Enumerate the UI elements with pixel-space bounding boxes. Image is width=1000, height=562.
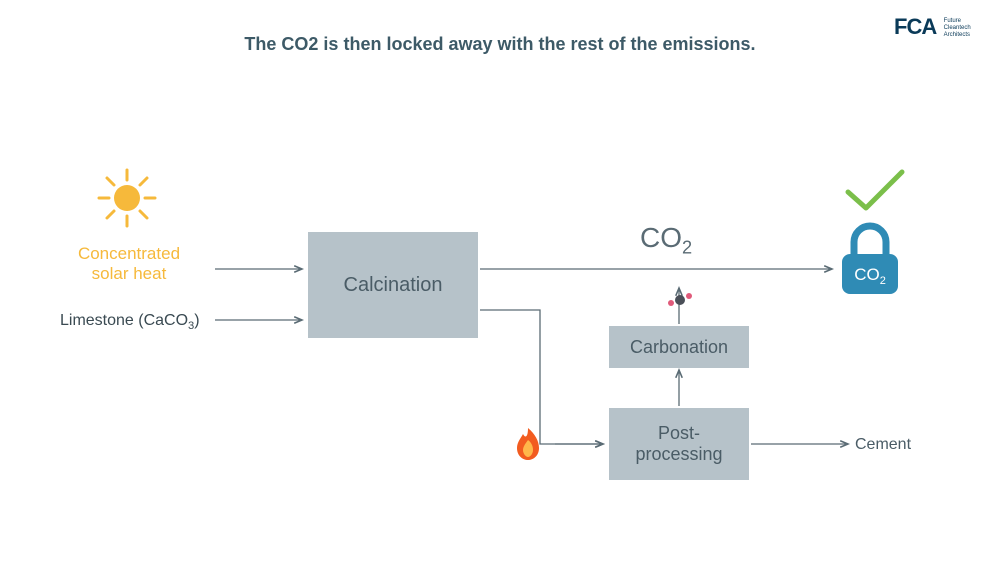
molecule-icon	[668, 293, 692, 306]
co2-text: CO	[640, 222, 682, 253]
logo-main: FCA	[894, 14, 936, 39]
solar-line1: Concentrated	[78, 244, 180, 263]
co2-sub: 2	[682, 238, 692, 258]
fca-logo: FCA Future Cleantech Architects	[894, 14, 971, 40]
calcination-box: Calcination	[308, 232, 478, 338]
lock-icon: CO2	[842, 226, 898, 294]
limestone-tail: )	[194, 312, 199, 329]
limestone-text: Limestone (CaCO	[60, 312, 188, 329]
carbonation-box: Carbonation	[609, 326, 749, 368]
svg-text:CO2: CO2	[854, 265, 886, 287]
logo-tag3: Architects	[944, 32, 971, 39]
diagram-canvas: The CO2 is then locked away with the res…	[0, 0, 1000, 562]
cement-label: Cement	[855, 436, 911, 454]
limestone-label: Limestone (CaCO3)	[60, 312, 220, 333]
arrow-calc-to-post	[480, 310, 603, 444]
sun-icon	[99, 170, 155, 226]
solar-heat-label: Concentrated solar heat	[69, 244, 189, 283]
postprocessing-box: Post- processing	[609, 408, 749, 480]
page-title: The CO2 is then locked away with the res…	[0, 34, 1000, 55]
logo-tag2: Cleantech	[944, 25, 971, 32]
co2-output-label: CO2	[640, 222, 692, 259]
check-icon	[848, 172, 902, 208]
calcination-label: Calcination	[344, 274, 443, 297]
flame-icon	[517, 428, 539, 460]
carbonation-label: Carbonation	[630, 337, 728, 358]
solar-line2: solar heat	[92, 264, 167, 283]
postprocessing-label: Post- processing	[635, 423, 722, 465]
logo-tag1: Future	[944, 18, 971, 25]
